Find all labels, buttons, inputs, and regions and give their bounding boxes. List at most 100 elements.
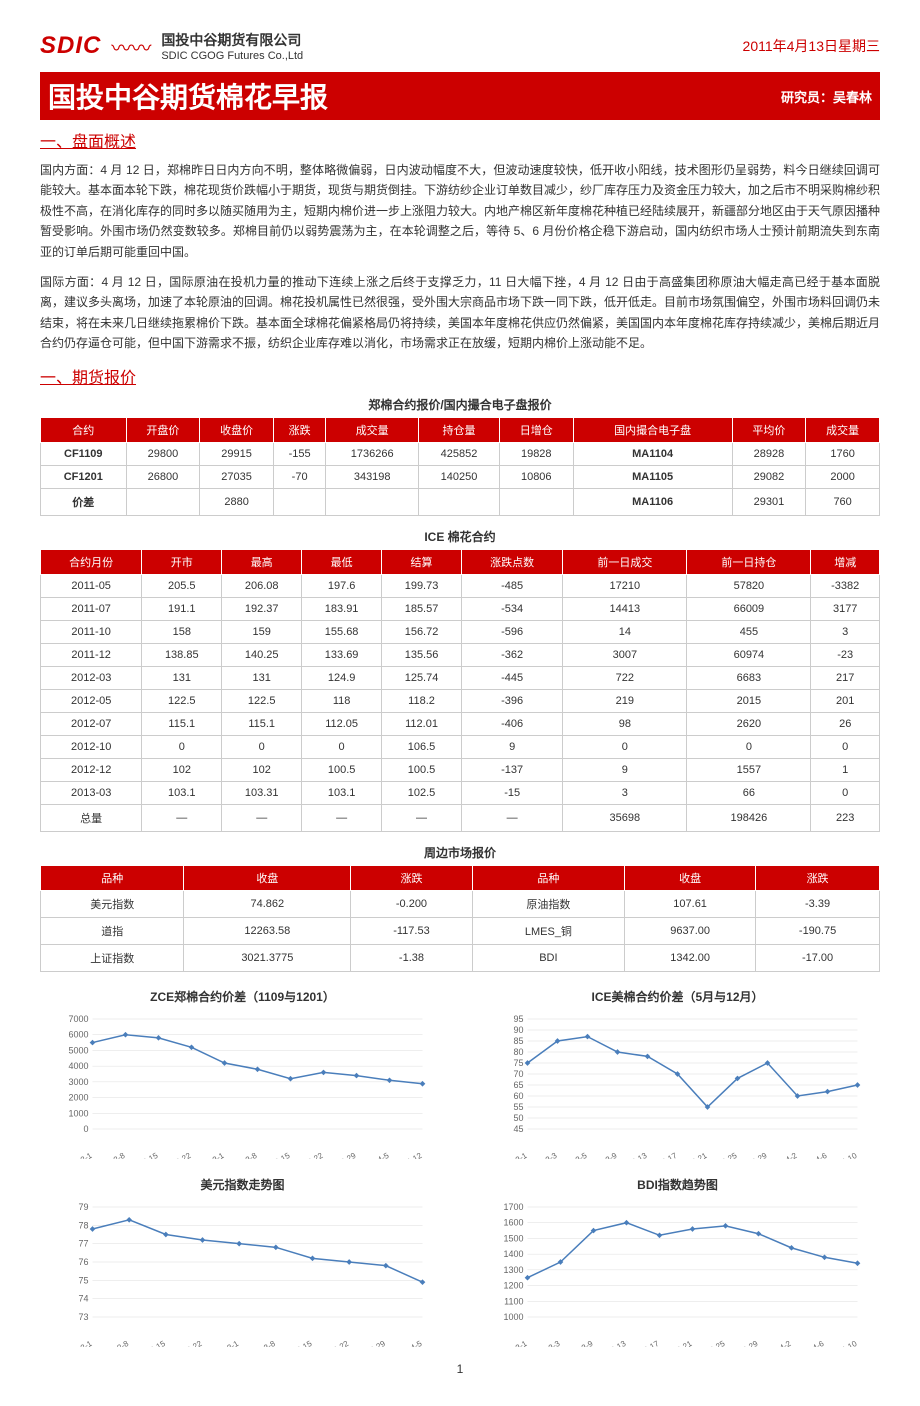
table-cell: 122.5 <box>142 689 222 712</box>
table-cell: 199.73 <box>382 574 462 597</box>
table-cell: 722 <box>563 666 687 689</box>
table-header: 平均价 <box>732 417 806 442</box>
table-cell: -23 <box>811 643 880 666</box>
table-header: 收盘价 <box>200 417 274 442</box>
table-cell: 125.74 <box>382 666 462 689</box>
table-header: 涨跌 <box>756 865 880 890</box>
table-row: 2012-03131131124.9125.74-4457226683217 <box>41 666 880 689</box>
table-cell: 131 <box>222 666 302 689</box>
table-cell: 112.01 <box>382 712 462 735</box>
table-cell <box>126 488 200 515</box>
svg-text:70: 70 <box>513 1069 523 1079</box>
chart4-title: BDI指数趋势图 <box>475 1176 880 1193</box>
table-cell: 0 <box>222 735 302 758</box>
table-cell: 2011-07 <box>41 597 142 620</box>
svg-text:2011-3-1: 2011-3-1 <box>194 1150 226 1158</box>
svg-text:2011-4-12: 2011-4-12 <box>388 1150 424 1158</box>
table-cell: 102.5 <box>382 781 462 804</box>
table-row: 2012-05122.5122.5118118.2-3962192015201 <box>41 689 880 712</box>
svg-text:2011-3-29: 2011-3-29 <box>733 1150 769 1158</box>
svg-text:1600: 1600 <box>503 1217 523 1227</box>
table-cell: 66009 <box>687 597 811 620</box>
table-cell: 3 <box>563 781 687 804</box>
table-cell: 2015 <box>687 689 811 712</box>
table-cell: 118.2 <box>382 689 462 712</box>
table-cell: 价差 <box>41 488 127 515</box>
header: SDIC 〰〰 国投中谷期货有限公司 SDIC CGOG Futures Co.… <box>40 30 880 62</box>
table-header: 收盘 <box>184 865 351 890</box>
table-cell: BDI <box>472 944 624 971</box>
table-cell: 140250 <box>419 465 500 488</box>
table-cell: 185.57 <box>382 597 462 620</box>
table-cell: 上证指数 <box>41 944 184 971</box>
svg-text:2011-3-29: 2011-3-29 <box>351 1338 387 1346</box>
logo-text: SDIC <box>40 32 101 60</box>
table-cell: 10806 <box>499 465 573 488</box>
svg-text:2011-2-15: 2011-2-15 <box>131 1338 167 1346</box>
table-cell: — <box>222 804 302 831</box>
table-cell: 原油指数 <box>472 890 624 917</box>
table-cell: 2011-05 <box>41 574 142 597</box>
table-cell: 107.61 <box>625 890 756 917</box>
table-header: 涨跌点数 <box>462 549 563 574</box>
chart3-title: 美元指数走势图 <box>40 1176 445 1193</box>
table-cell: 191.1 <box>142 597 222 620</box>
table-cell: -485 <box>462 574 563 597</box>
overview-paragraph-2: 国际方面：4 月 12 日，国际原油在投机力量的推动下连续上涨之后终于支撑乏力，… <box>40 272 880 354</box>
table-cell: 27035 <box>200 465 274 488</box>
table-cell: 0 <box>811 735 880 758</box>
table-cell: 100.5 <box>382 758 462 781</box>
chart1-title: ZCE郑棉合约价差（1109与1201） <box>40 988 445 1005</box>
table-cell: 0 <box>302 735 382 758</box>
table-cell: 156.72 <box>382 620 462 643</box>
table-cell: 343198 <box>326 465 419 488</box>
table-cell: LMES_铜 <box>472 917 624 944</box>
table-cell: 206.08 <box>222 574 302 597</box>
svg-text:2011-2-15: 2011-2-15 <box>124 1150 160 1158</box>
svg-text:55: 55 <box>513 1102 523 1112</box>
table-cell: 118 <box>302 689 382 712</box>
table-header: 成交量 <box>806 417 880 442</box>
svg-text:2011-3-13: 2011-3-13 <box>613 1150 649 1158</box>
table-cell: 98 <box>563 712 687 735</box>
svg-text:2011-3-29: 2011-3-29 <box>322 1150 358 1158</box>
table-cell: 2011-10 <box>41 620 142 643</box>
table-cell: 223 <box>811 804 880 831</box>
table-ice-quotes: 合约月份开市最高最低结算涨跌点数前一日成交前一日持仓增减 2011-05205.… <box>40 549 880 832</box>
table-row: 2011-05205.5206.08197.6199.73-4851721057… <box>41 574 880 597</box>
table-cell: 26 <box>811 712 880 735</box>
svg-text:2011-3-8: 2011-3-8 <box>245 1338 277 1346</box>
svg-text:2011-4-6: 2011-4-6 <box>797 1150 829 1158</box>
table-cell: 29915 <box>200 442 274 465</box>
table-cell: 1557 <box>687 758 811 781</box>
table-cell: 19828 <box>499 442 573 465</box>
table-cell: -3.39 <box>756 890 880 917</box>
table-cell: 140.25 <box>222 643 302 666</box>
svg-text:75: 75 <box>78 1275 88 1285</box>
table1-caption: 郑棉合约报价/国内撮合电子盘报价 <box>40 396 880 413</box>
company-name-en: SDIC CGOG Futures Co.,Ltd <box>161 50 303 62</box>
svg-text:2011-3-22: 2011-3-22 <box>315 1338 351 1346</box>
svg-text:1200: 1200 <box>503 1280 523 1290</box>
table-cell <box>419 488 500 515</box>
table-cell: 74.862 <box>184 890 351 917</box>
table-header: 前一日持仓 <box>687 549 811 574</box>
table-cell: 0 <box>563 735 687 758</box>
table-cell: MA1106 <box>573 488 732 515</box>
svg-text:2011-4-10: 2011-4-10 <box>823 1338 859 1346</box>
svg-text:1100: 1100 <box>504 1296 523 1306</box>
company-name-cn: 国投中谷期货有限公司 <box>161 30 303 50</box>
table-cell: 138.85 <box>142 643 222 666</box>
svg-text:1400: 1400 <box>503 1249 523 1259</box>
table-cell: 28928 <box>732 442 806 465</box>
table-cell <box>326 488 419 515</box>
section-overview-heading: 一、盘面概述 <box>40 128 880 152</box>
svg-text:2011-3-17: 2011-3-17 <box>625 1338 661 1346</box>
table-header: 开盘价 <box>126 417 200 442</box>
svg-text:2011-3-9: 2011-3-9 <box>563 1338 595 1346</box>
svg-text:2011-3-1: 2011-3-1 <box>208 1338 240 1346</box>
table-cell: 102 <box>222 758 302 781</box>
table-zce-quotes: 合约开盘价收盘价涨跌成交量持仓量日增仓国内撮合电子盘平均价成交量 CF11092… <box>40 417 880 516</box>
table-cell: 131 <box>142 666 222 689</box>
table-cell: 2013-03 <box>41 781 142 804</box>
